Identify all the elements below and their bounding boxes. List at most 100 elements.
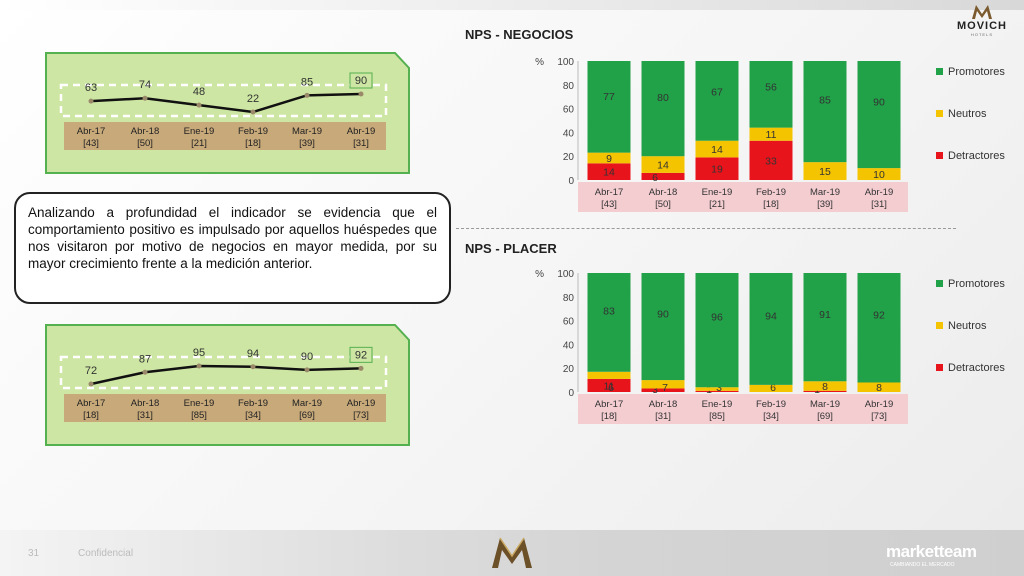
bar-segment-neutros — [857, 382, 901, 392]
bar-segment-neutros — [641, 156, 685, 173]
bar-segment-promotores — [641, 61, 685, 157]
legend-label-neutros: Neutros — [948, 108, 987, 120]
negocios-line-card: 63 74 48 22 85 90 Abr-17 [43] Abr-18 [50] Ene-19 [2… — [45, 52, 410, 174]
bar-segment-detractores — [641, 388, 685, 392]
category-label: Abr-19 — [865, 399, 894, 410]
negocios-title: NPS - NEGOCIOS — [465, 27, 574, 42]
bar-value-label: 67 — [711, 86, 723, 98]
y-tick-label: 40 — [563, 340, 575, 351]
trend-highlight-box — [59, 355, 388, 390]
trend-value-label: 63 — [85, 82, 97, 94]
bar-value-label: 6 — [608, 382, 614, 394]
legend-swatch-detractores — [936, 364, 943, 371]
bar-segment-promotores — [857, 61, 901, 169]
sample-size-label: [21] — [191, 138, 207, 149]
y-tick-label: 60 — [563, 105, 575, 116]
legend-label-neutros: Neutros — [948, 320, 987, 332]
sample-size-label: [18] — [83, 410, 99, 421]
y-tick-label: 0 — [568, 388, 574, 399]
sample-size-label: [43] — [83, 138, 99, 149]
bar-value-label: 56 — [765, 81, 777, 93]
footer-page-info: 31 Confidencial — [28, 548, 133, 559]
bar-value-label: 15 — [819, 166, 831, 178]
negocios-line-chart: 63 74 48 22 85 90 Abr-17[43] Abr-18[50] Ene-19[2… — [59, 72, 388, 150]
movich-mark-icon — [972, 5, 992, 19]
trend-value-label: 94 — [247, 348, 259, 360]
bar-segment-promotores — [857, 273, 901, 383]
trend-point — [142, 95, 148, 101]
bar-segment-promotores — [695, 61, 739, 141]
section-divider — [456, 228, 956, 229]
trend-point — [88, 98, 94, 104]
bar-segment-neutros — [587, 371, 631, 379]
bar-value-label: 90 — [657, 309, 669, 321]
sample-size-label: [73] — [353, 410, 369, 421]
logo-text: MOVICH — [957, 20, 1007, 32]
category-label: Mar-19 — [810, 187, 840, 198]
category-label: Feb-19 — [756, 399, 786, 410]
sample-size-label: [73] — [871, 411, 887, 422]
last-value-box — [349, 72, 373, 89]
bar-value-label: 90 — [873, 97, 885, 109]
footer-brand-sub: CAMBIANDO EL MERCADO — [890, 562, 955, 568]
category-label: Abr-17 — [595, 187, 624, 198]
trend-highlight-box — [59, 83, 388, 118]
sample-size-label: [69] — [299, 410, 315, 421]
sample-size-label: [69] — [817, 411, 833, 422]
category-label: Mar-19 — [292, 126, 322, 137]
legend-label-promotores: Promotores — [948, 278, 1005, 290]
bar-value-label: 8 — [822, 381, 828, 393]
placer-line-card: 72 87 95 94 90 92 Abr-17 [18] Abr-18 [31] Ene-19 [8… — [45, 324, 410, 446]
bar-segment-neutros — [803, 162, 847, 180]
y-tick-label: 80 — [563, 81, 575, 92]
category-label: Mar-19 — [810, 399, 840, 410]
category-band — [64, 394, 386, 422]
bar-segment-promotores — [641, 273, 685, 381]
legend-label-detractores: Detractores — [948, 150, 1005, 162]
sample-size-label: [39] — [299, 138, 315, 149]
legend-swatch-neutros — [936, 322, 943, 329]
trend-value-label: 95 — [193, 347, 205, 359]
trend-value-label: 87 — [139, 353, 151, 365]
sample-size-label: [34] — [245, 410, 261, 421]
trend-point — [304, 92, 310, 98]
bar-segment-neutros — [857, 168, 901, 180]
footer: 31 Confidencial marketteam CAMBIANDO EL … — [0, 530, 1024, 576]
trend-value-label: 48 — [193, 86, 205, 98]
sample-size-label: [31] — [353, 138, 369, 149]
bar-segment-promotores — [803, 273, 847, 382]
category-label: Abr-18 — [131, 398, 160, 409]
legend-swatch-promotores — [936, 280, 943, 287]
bar-value-label: 33 — [765, 155, 777, 167]
bar-value-label: 14 — [657, 160, 669, 172]
category-label: Mar-19 — [292, 398, 322, 409]
trend-value-label: 92 — [355, 349, 367, 361]
bar-value-label: 14 — [711, 144, 723, 156]
footer-logo-mark-icon — [492, 537, 532, 568]
trend-point — [250, 109, 256, 115]
placer-title: NPS - PLACER — [465, 241, 557, 256]
bar-segment-neutros — [641, 380, 685, 389]
bar-segment-neutros — [803, 381, 847, 391]
placer-line-chart: 72 87 95 94 90 92 Abr-17[18] Abr-18[31] Ene-19[8… — [59, 346, 388, 422]
y-tick-label: 100 — [557, 269, 574, 280]
y-tick-label: 80 — [563, 293, 575, 304]
category-band — [578, 394, 908, 424]
trend-point — [196, 102, 202, 108]
trend-value-label: 90 — [301, 351, 313, 363]
category-label: Ene-19 — [184, 398, 215, 409]
bar-segment-detractores — [803, 390, 847, 392]
bar-segment-detractores — [587, 163, 631, 180]
category-label: Abr-17 — [77, 126, 106, 137]
sample-size-label: [34] — [763, 411, 779, 422]
y-axis-unit: % — [535, 57, 544, 68]
bar-value-label: 83 — [603, 306, 615, 318]
bar-value-label: 8 — [876, 382, 882, 394]
last-value-box — [349, 346, 373, 363]
footer-brand: marketteam — [886, 542, 977, 561]
y-tick-label: 100 — [557, 57, 574, 68]
legend-label-detractores: Detractores — [948, 362, 1005, 374]
category-label: Abr-17 — [595, 399, 624, 410]
negocios-stacked-bar-chart: %02040608010014977Abr-17[43]61480Abr-18[… — [535, 57, 1005, 212]
